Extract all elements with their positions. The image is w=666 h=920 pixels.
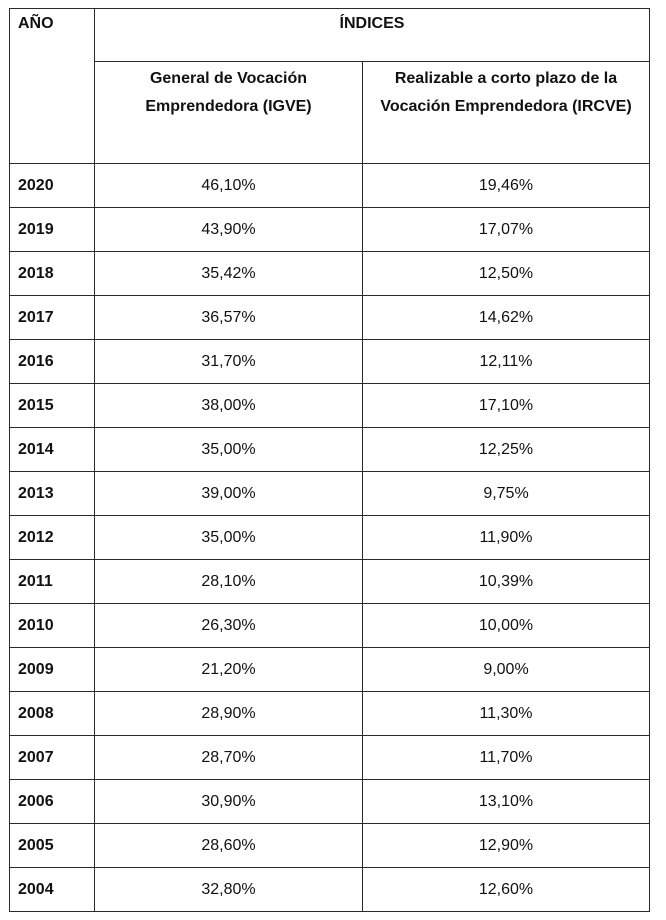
table-row: 2017 36,57% 14,62%: [9, 295, 650, 340]
ircve-value-cell: 11,70%: [362, 735, 650, 780]
igve-value-cell: 28,60%: [94, 823, 363, 868]
igve-value-cell: 35,00%: [94, 515, 363, 560]
table-row: 2010 26,30% 10,00%: [9, 603, 650, 648]
table-row: 2004 32,80% 12,60%: [9, 867, 650, 912]
ircve-value-cell: 14,62%: [362, 295, 650, 340]
igve-value-cell: 28,10%: [94, 559, 363, 604]
header-row-top: AÑO ÍNDICES: [9, 8, 650, 164]
table-row: 2013 39,00% 9,75%: [9, 471, 650, 516]
ircve-column-header: Realizable a corto plazo de la Vocación …: [362, 61, 650, 164]
table-row: 2018 35,42% 12,50%: [9, 251, 650, 296]
year-cell: 2015: [9, 383, 95, 428]
igve-value-cell: 43,90%: [94, 207, 363, 252]
ircve-value-cell: 11,90%: [362, 515, 650, 560]
year-cell: 2014: [9, 427, 95, 472]
table-row: 2020 46,10% 19,46%: [9, 163, 650, 208]
year-cell: 2009: [9, 647, 95, 692]
igve-value-cell: 28,90%: [94, 691, 363, 736]
igve-value-cell: 35,00%: [94, 427, 363, 472]
igve-value-cell: 36,57%: [94, 295, 363, 340]
ircve-value-cell: 13,10%: [362, 779, 650, 824]
ircve-value-cell: 12,50%: [362, 251, 650, 296]
igve-column-header: General de Vocación Emprendedora (IGVE): [94, 61, 363, 164]
year-cell: 2012: [9, 515, 95, 560]
igve-value-cell: 38,00%: [94, 383, 363, 428]
year-cell: 2007: [9, 735, 95, 780]
table-row: 2005 28,60% 12,90%: [9, 823, 650, 868]
year-column-header: AÑO: [9, 8, 95, 164]
ircve-value-cell: 9,75%: [362, 471, 650, 516]
indices-table: AÑO ÍNDICES General de Vocación Emprende…: [9, 8, 650, 912]
year-cell: 2018: [9, 251, 95, 296]
year-cell: 2008: [9, 691, 95, 736]
igve-value-cell: 32,80%: [94, 867, 363, 912]
igve-value-cell: 31,70%: [94, 339, 363, 384]
igve-value-cell: 21,20%: [94, 647, 363, 692]
table-row: 2014 35,00% 12,25%: [9, 427, 650, 472]
ircve-value-cell: 19,46%: [362, 163, 650, 208]
table-row: 2011 28,10% 10,39%: [9, 559, 650, 604]
table-body: 2020 46,10% 19,46% 2019 43,90% 17,07% 2018 35,4…: [9, 163, 650, 912]
year-cell: 2004: [9, 867, 95, 912]
igve-value-cell: 28,70%: [94, 735, 363, 780]
table-row: 2015 38,00% 17,10%: [9, 383, 650, 428]
ircve-value-cell: 11,30%: [362, 691, 650, 736]
ircve-value-cell: 12,25%: [362, 427, 650, 472]
ircve-value-cell: 9,00%: [362, 647, 650, 692]
year-cell: 2011: [9, 559, 95, 604]
ircve-value-cell: 12,11%: [362, 339, 650, 384]
year-cell: 2017: [9, 295, 95, 340]
year-cell: 2013: [9, 471, 95, 516]
igve-value-cell: 26,30%: [94, 603, 363, 648]
indices-table-container: AÑO ÍNDICES General de Vocación Emprende…: [9, 8, 650, 912]
table-header: AÑO ÍNDICES General de Vocación Emprende…: [9, 8, 650, 164]
table-row: 2016 31,70% 12,11%: [9, 339, 650, 384]
ircve-value-cell: 10,00%: [362, 603, 650, 648]
table-row: 2008 28,90% 11,30%: [9, 691, 650, 736]
igve-value-cell: 30,90%: [94, 779, 363, 824]
ircve-value-cell: 12,90%: [362, 823, 650, 868]
ircve-value-cell: 17,10%: [362, 383, 650, 428]
year-cell: 2005: [9, 823, 95, 868]
year-cell: 2019: [9, 207, 95, 252]
igve-value-cell: 39,00%: [94, 471, 363, 516]
igve-value-cell: 46,10%: [94, 163, 363, 208]
table-row: 2007 28,70% 11,70%: [9, 735, 650, 780]
indices-group-header: ÍNDICES: [94, 8, 650, 62]
table-row: 2006 30,90% 13,10%: [9, 779, 650, 824]
header-row-sub: General de Vocación Emprendedora (IGVE) …: [10, 61, 650, 164]
year-cell: 2010: [9, 603, 95, 648]
table-row: 2012 35,00% 11,90%: [9, 515, 650, 560]
igve-value-cell: 35,42%: [94, 251, 363, 296]
ircve-value-cell: 17,07%: [362, 207, 650, 252]
year-cell: 2006: [9, 779, 95, 824]
year-cell: 2020: [9, 163, 95, 208]
ircve-value-cell: 10,39%: [362, 559, 650, 604]
ircve-value-cell: 12,60%: [362, 867, 650, 912]
table-row: 2019 43,90% 17,07%: [9, 207, 650, 252]
year-cell: 2016: [9, 339, 95, 384]
table-row: 2009 21,20% 9,00%: [9, 647, 650, 692]
